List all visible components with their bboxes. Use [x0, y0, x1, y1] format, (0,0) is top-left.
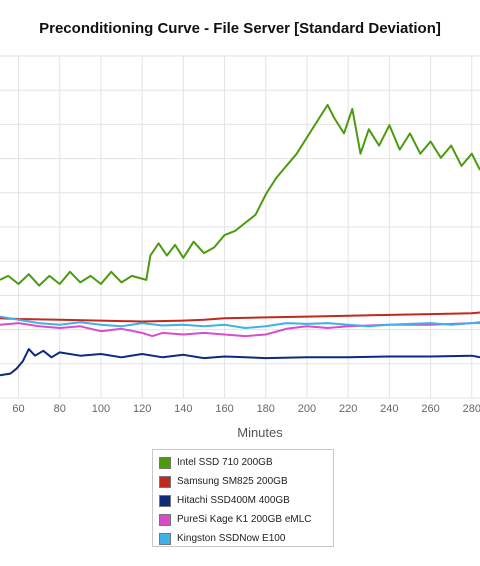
legend-item: PureSi Kage K1 200GB eMLC: [159, 510, 333, 529]
x-tick-label: 60: [12, 403, 24, 415]
x-tick-label: 220: [339, 403, 357, 415]
x-tick-label: 160: [215, 403, 233, 415]
series-line-intel-ssd-710-200gb: [0, 103, 480, 287]
x-tick-label: 140: [174, 403, 192, 415]
series-line-kingston-ssdnow-e100: [0, 315, 480, 329]
legend-item: Intel SSD 710 200GB: [159, 453, 333, 472]
series-layer: [0, 103, 480, 377]
legend-item: Kingston SSDNow E100: [159, 529, 333, 548]
x-tick-label: 120: [133, 403, 151, 415]
x-axis-label: Minutes: [237, 425, 283, 440]
grid-layer: [0, 55, 480, 399]
x-tick-label: 100: [92, 403, 110, 415]
legend: Intel SSD 710 200GB Samsung SM825 200GB Hi…: [152, 449, 334, 547]
series-line-hitachi-ssd400m-400gb: [0, 348, 480, 377]
x-tick-label: 280: [463, 403, 480, 415]
legend-swatch: [159, 475, 171, 488]
legend-label: PureSi Kage K1 200GB eMLC: [177, 514, 312, 525]
x-tick-label: 180: [257, 403, 275, 415]
series-line-samsung-sm825-200gb: [0, 311, 480, 323]
legend-swatch: [159, 532, 171, 545]
legend-item: Samsung SM825 200GB: [159, 472, 333, 491]
legend-swatch: [159, 494, 171, 507]
x-tick-label: 260: [421, 403, 439, 415]
legend-swatch: [159, 456, 171, 469]
legend-label: Hitachi SSD400M 400GB: [177, 495, 290, 506]
x-tick-label: 240: [380, 403, 398, 415]
x-tick-label: 80: [54, 403, 66, 415]
x-tick-label: 200: [298, 403, 316, 415]
legend-label: Samsung SM825 200GB: [177, 476, 288, 487]
chart-title: Preconditioning Curve - File Server [Sta…: [39, 20, 441, 37]
legend-label: Kingston SSDNow E100: [177, 533, 286, 544]
legend-label: Intel SSD 710 200GB: [177, 457, 273, 468]
legend-swatch: [159, 513, 171, 526]
legend-item: Hitachi SSD400M 400GB: [159, 491, 333, 510]
tick-layer: 60 80 100 120 140 160 180 200 220 240 260 280: [12, 403, 480, 415]
